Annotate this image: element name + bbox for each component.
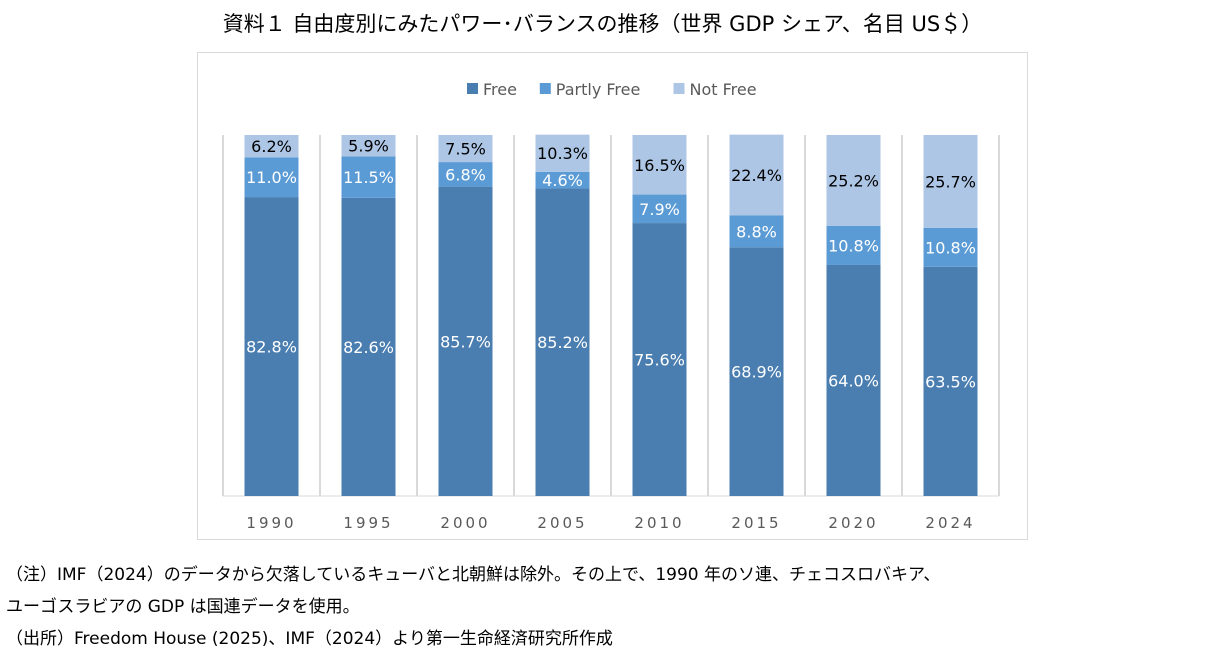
data-label: 7.9% — [639, 200, 680, 219]
data-label: 85.7% — [440, 332, 491, 351]
data-label: 10.3% — [537, 144, 588, 163]
bar-segment-not-free — [244, 135, 299, 158]
x-tick-label: 2005 — [537, 514, 587, 532]
bar-segment-not-free — [632, 135, 687, 195]
x-tick-label: 1995 — [343, 514, 393, 532]
bar-segment-not-free — [535, 134, 590, 172]
bar-segment-free — [632, 223, 687, 497]
data-label: 75.6% — [634, 351, 685, 370]
bar-segment-partly-free — [438, 162, 493, 187]
note-line-1: （注）IMF（2024）のデータから欠落しているキューバと北朝鮮は除外。その上で… — [6, 565, 941, 585]
bar-segment-not-free — [826, 135, 881, 226]
x-tick-label: 2024 — [925, 514, 975, 532]
bar-segment-free — [729, 247, 784, 496]
data-label: 11.5% — [343, 168, 394, 187]
bar-segment-partly-free — [535, 171, 590, 189]
bar-segment-partly-free — [923, 227, 978, 267]
bar-segment-partly-free — [826, 225, 881, 265]
data-label: 85.2% — [537, 333, 588, 352]
x-tick-label: 1990 — [246, 514, 296, 532]
legend-swatch — [673, 83, 685, 94]
data-label: 6.2% — [251, 137, 292, 156]
bar-segment-free — [244, 197, 299, 497]
legend-label: Not Free — [690, 80, 757, 99]
data-label: 6.8% — [445, 165, 486, 184]
chart-frame — [197, 52, 1028, 540]
data-label: 4.6% — [542, 171, 583, 190]
bar-segment-not-free — [341, 135, 396, 157]
data-label: 7.5% — [445, 140, 486, 159]
bar-segment-partly-free — [729, 215, 784, 248]
chart-title: 資料１ 自由度別にみたパワー･バランスの推移（世界 GDP シェア、名目 US＄… — [222, 12, 983, 36]
data-label: 25.7% — [925, 172, 976, 191]
bar-segment-partly-free — [632, 194, 687, 224]
source-line: （出所）Freedom House (2025)、IMF（2024）より第一生命… — [6, 629, 613, 649]
bar-segment-free — [438, 186, 493, 497]
bar-segment-free — [341, 197, 396, 496]
bar-segment-free — [826, 264, 881, 496]
data-label: 8.8% — [736, 222, 777, 241]
data-label: 10.8% — [925, 238, 976, 257]
bar-segment-not-free — [438, 135, 493, 163]
x-tick-label: 2020 — [828, 514, 878, 532]
data-label: 10.8% — [828, 236, 879, 255]
legend-swatch — [539, 83, 551, 94]
data-label: 68.9% — [731, 363, 782, 382]
bar-segment-partly-free — [244, 157, 299, 198]
bar-segment-free — [923, 266, 978, 496]
bar-segment-not-free — [923, 135, 978, 228]
data-label: 5.9% — [348, 137, 389, 156]
bar-segment-not-free — [729, 134, 784, 216]
legend-swatch — [467, 83, 478, 94]
bar-segment-partly-free — [341, 156, 396, 198]
data-label: 22.4% — [731, 166, 782, 185]
x-tick-label: 2015 — [731, 514, 781, 532]
data-label: 11.0% — [246, 168, 297, 187]
note-line-2: ユーゴスラビアの GDP は国連データを使用。 — [6, 597, 360, 617]
bar-segment-free — [535, 188, 590, 497]
legend-label: Free — [483, 80, 517, 99]
data-label: 25.2% — [828, 171, 879, 190]
legend-label: Partly Free — [556, 80, 641, 99]
data-label: 82.8% — [246, 338, 297, 357]
x-tick-label: 2010 — [634, 514, 684, 532]
data-label: 16.5% — [634, 156, 685, 175]
x-tick-label: 2000 — [440, 514, 490, 532]
data-label: 63.5% — [925, 372, 976, 391]
data-label: 82.6% — [343, 338, 394, 357]
data-label: 64.0% — [828, 371, 879, 390]
